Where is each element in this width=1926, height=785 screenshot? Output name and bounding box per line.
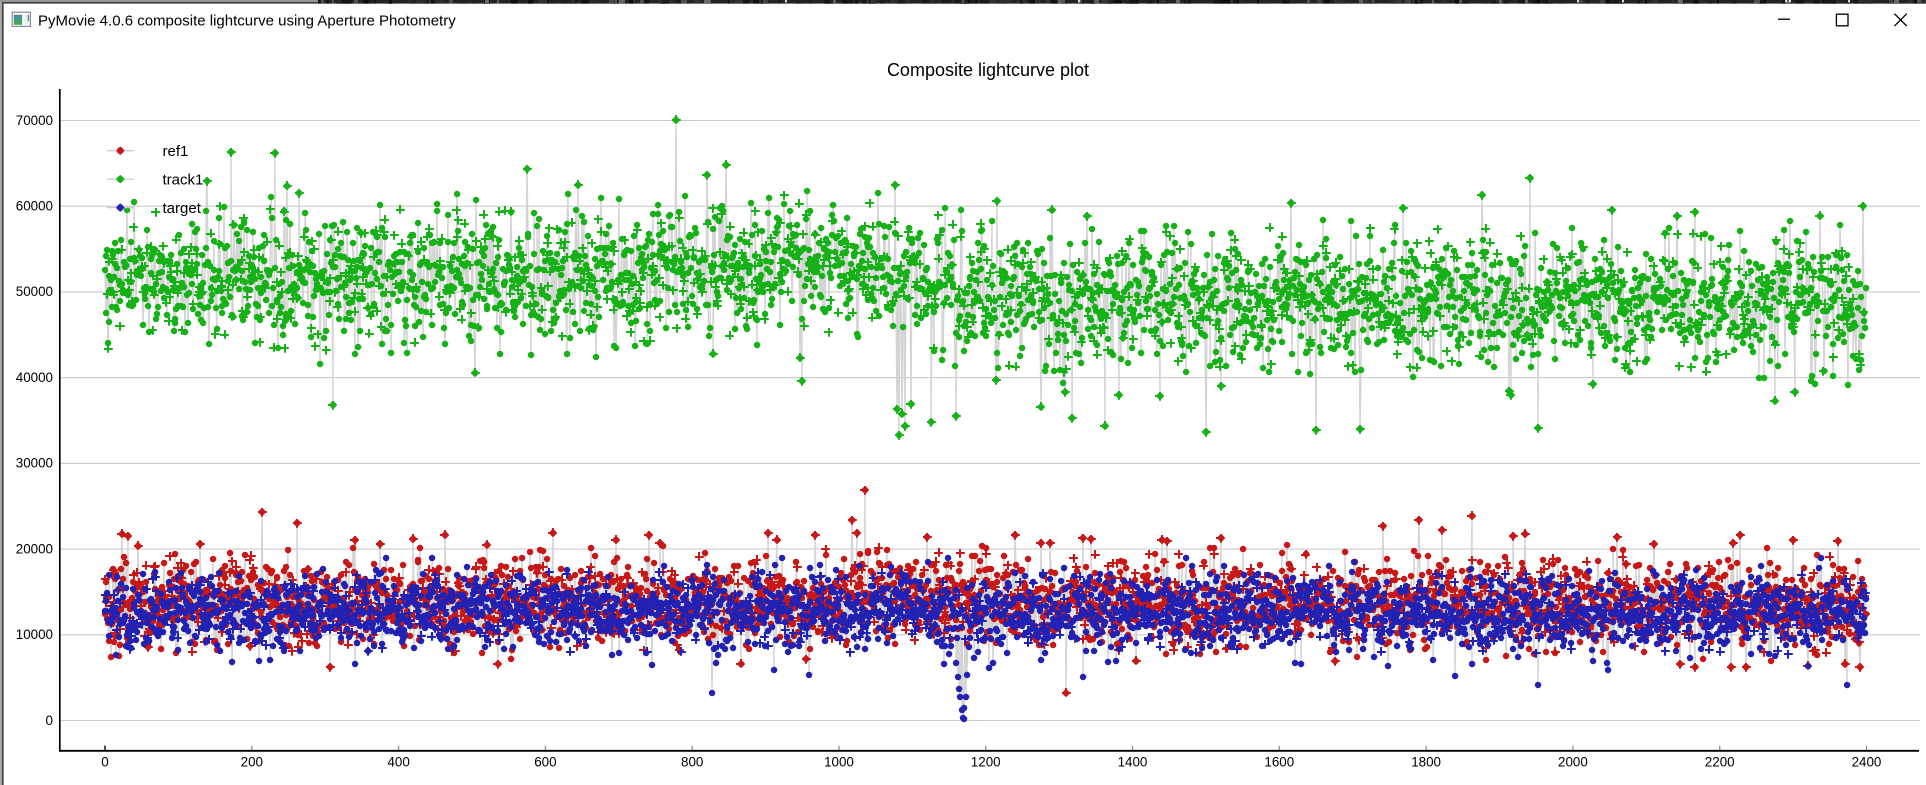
svg-text:track1: track1 [163, 171, 204, 188]
svg-text:2200: 2200 [1705, 755, 1735, 770]
svg-text:2000: 2000 [1558, 755, 1588, 770]
svg-text:1400: 1400 [1118, 755, 1148, 770]
svg-text:50000: 50000 [16, 284, 53, 299]
svg-text:1000: 1000 [824, 755, 854, 770]
svg-text:600: 600 [534, 755, 556, 770]
svg-text:1600: 1600 [1264, 755, 1294, 770]
svg-text:0: 0 [101, 755, 108, 770]
svg-text:800: 800 [681, 755, 703, 770]
svg-text:1800: 1800 [1411, 755, 1441, 770]
svg-text:Composite lightcurve plot: Composite lightcurve plot [887, 60, 1089, 80]
svg-text:30000: 30000 [16, 456, 53, 471]
svg-text:PyMovie 4.0.6 composite lightc: PyMovie 4.0.6 composite lightcurve using… [38, 13, 456, 30]
svg-text:2400: 2400 [1852, 755, 1882, 770]
svg-text:target: target [163, 200, 202, 217]
svg-text:200: 200 [241, 755, 263, 770]
svg-text:70000: 70000 [16, 113, 53, 128]
svg-text:ref1: ref1 [163, 143, 189, 160]
svg-text:400: 400 [387, 755, 409, 770]
svg-text:60000: 60000 [16, 199, 53, 214]
svg-text:10000: 10000 [16, 627, 53, 642]
svg-text:20000: 20000 [16, 541, 53, 556]
svg-text:1200: 1200 [971, 755, 1001, 770]
svg-text:0: 0 [46, 713, 53, 728]
svg-text:40000: 40000 [16, 370, 53, 385]
